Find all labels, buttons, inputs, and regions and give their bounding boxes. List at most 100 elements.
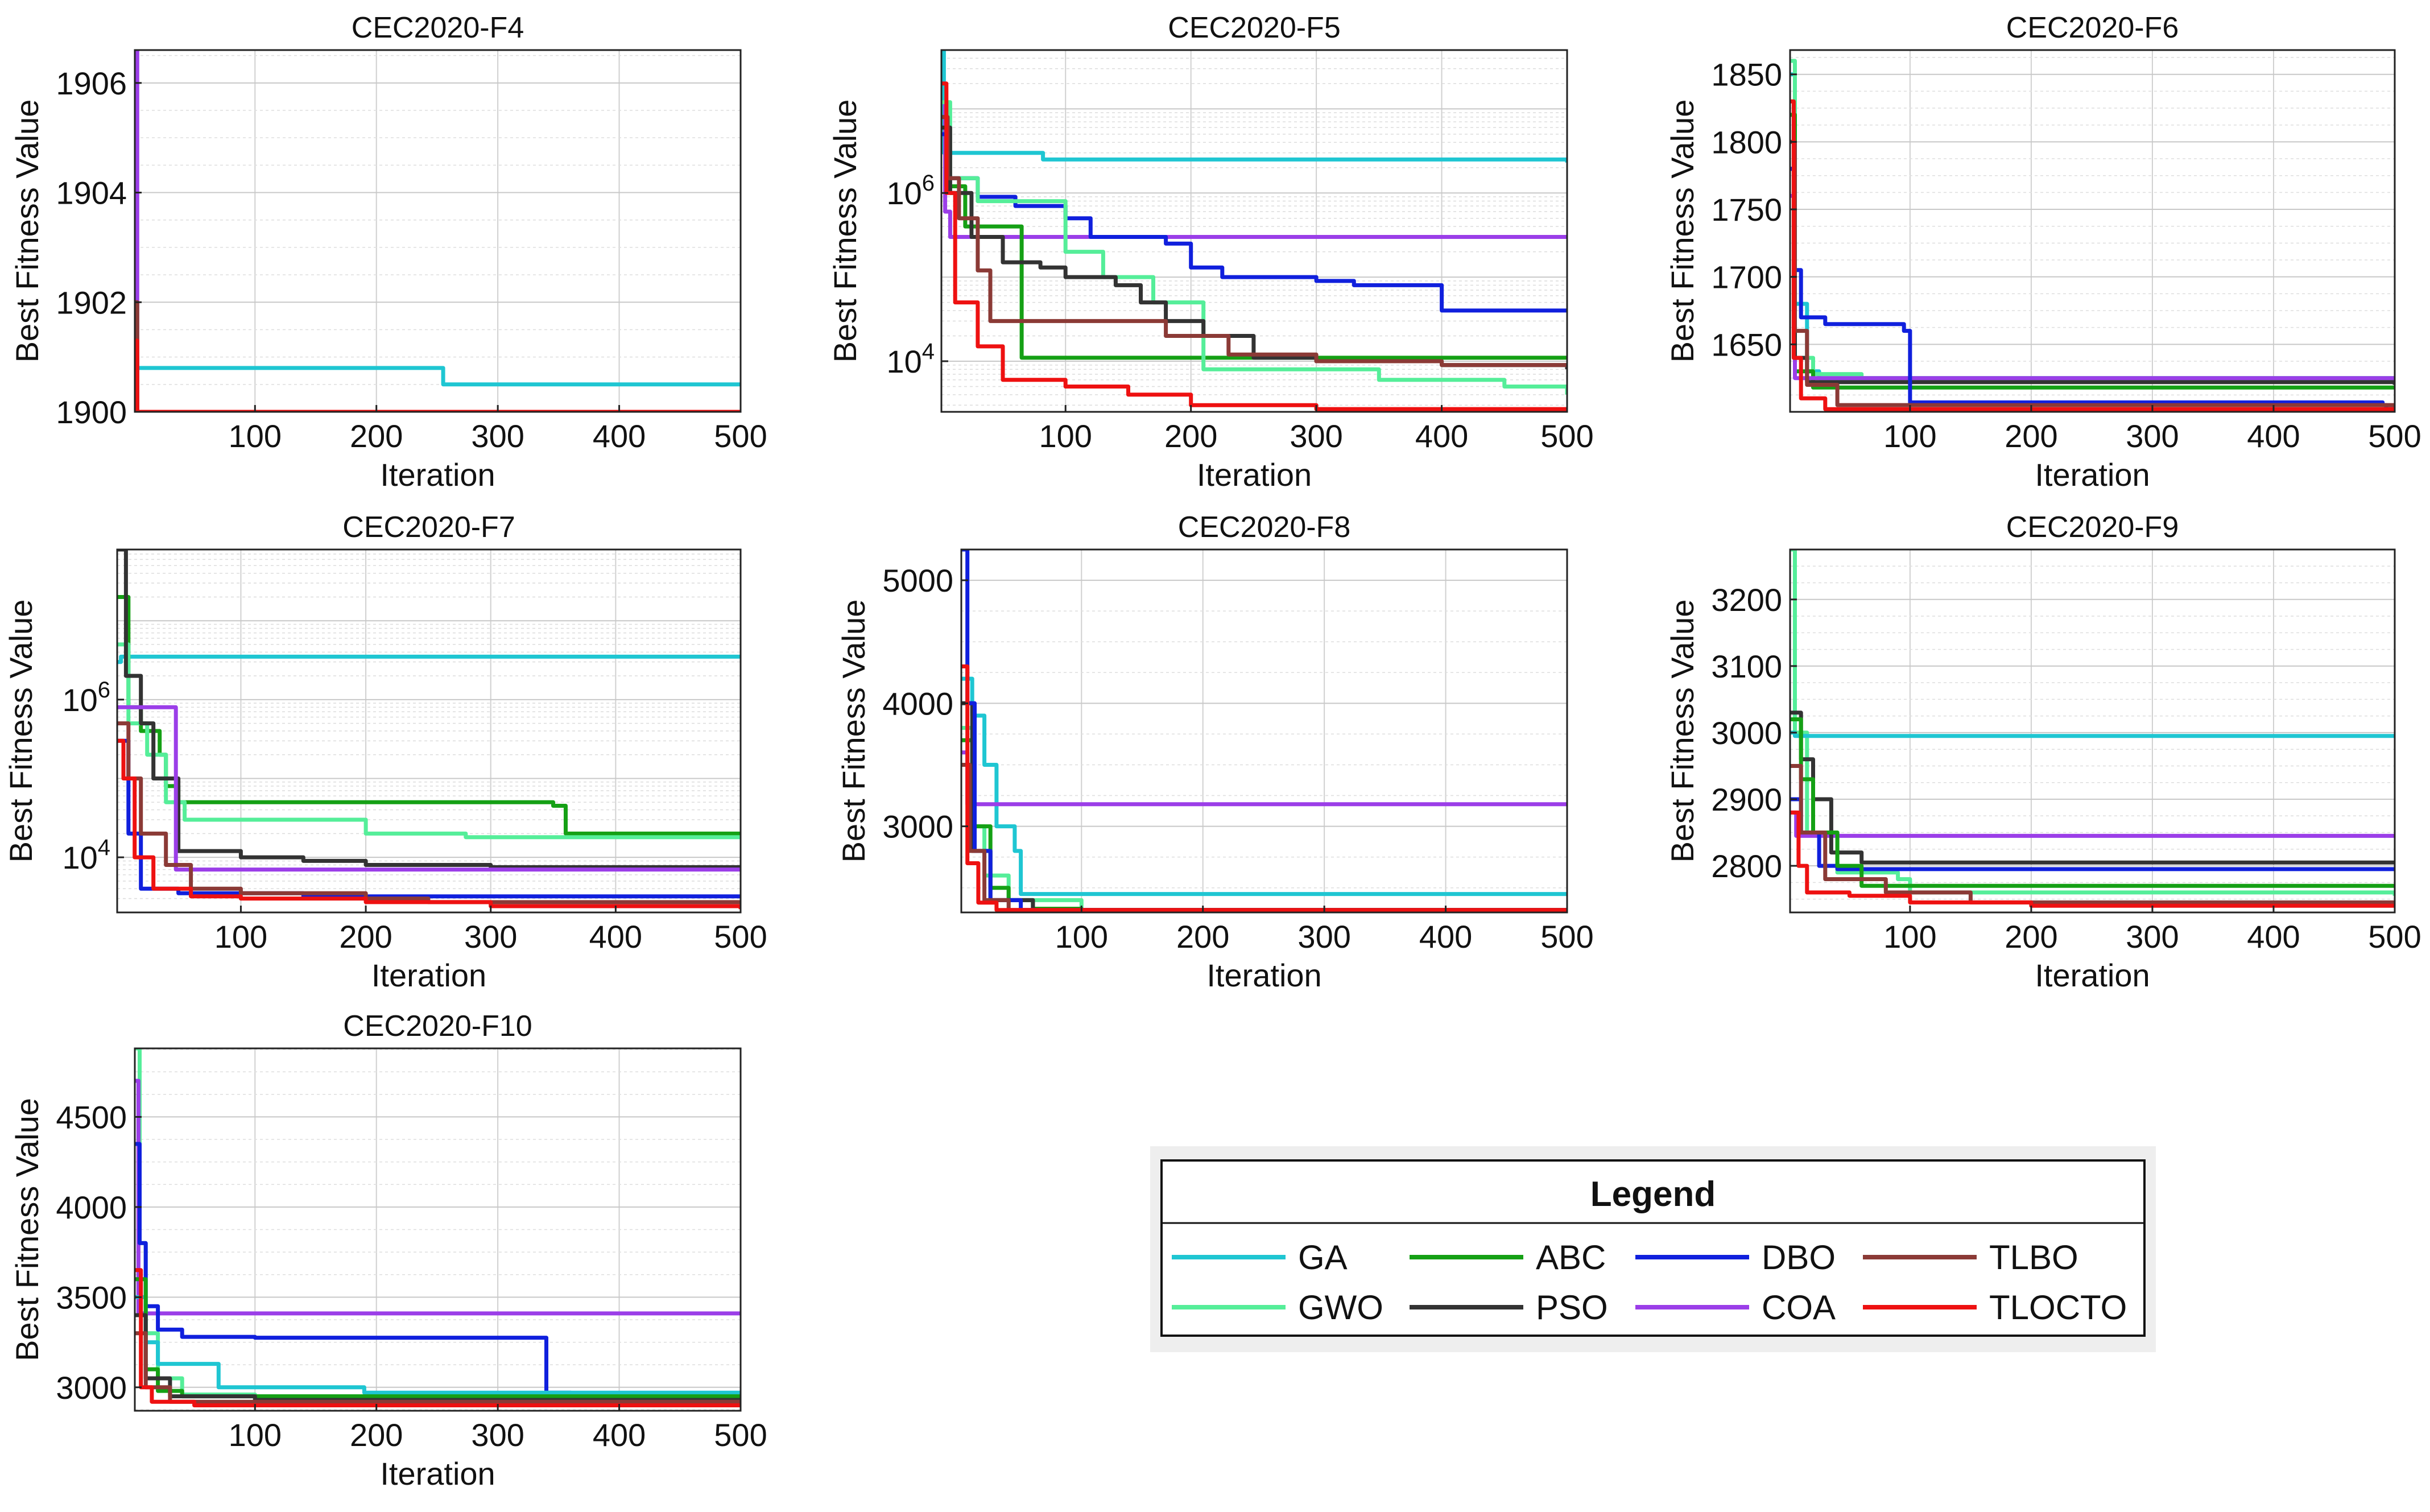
series-group bbox=[135, 1048, 741, 1407]
chart-panel-cec2020-f8: 100 200 300 400 500 3000 4000 5000 CEC2020-F8 Ite… bbox=[836, 511, 1594, 993]
axis-box bbox=[134, 1047, 742, 1412]
chart-title: CEC2020-F10 bbox=[343, 1010, 532, 1043]
axis-box bbox=[134, 49, 742, 413]
chart-title: CEC2020-F7 bbox=[342, 511, 515, 544]
x-tick-label: 500 bbox=[714, 1417, 767, 1453]
x-tick-label: 500 bbox=[2368, 418, 2421, 454]
x-tick-label: 500 bbox=[2368, 919, 2421, 955]
x-axis-label: Iteration bbox=[380, 1456, 495, 1492]
x-tick-label: 400 bbox=[593, 1417, 646, 1453]
y-tick-label: 1750 bbox=[1711, 192, 1782, 228]
legend-label: DBO bbox=[1762, 1238, 1836, 1276]
x-tick-label: 300 bbox=[471, 1417, 524, 1453]
x-tick-label: 100 bbox=[229, 1417, 282, 1453]
x-tick-label: 100 bbox=[214, 919, 267, 955]
y-tick-label: 4000 bbox=[56, 1189, 127, 1225]
series-line-tlocto bbox=[961, 664, 1567, 912]
y-axis-label: Best Fitness Value bbox=[9, 1098, 45, 1361]
legend-label: GWO bbox=[1298, 1288, 1383, 1327]
x-tick-label: 300 bbox=[464, 919, 517, 955]
series-group bbox=[961, 550, 1567, 912]
grid bbox=[1790, 549, 2395, 912]
x-tick-label: 400 bbox=[2247, 919, 2300, 955]
series-line-ga bbox=[941, 50, 1567, 163]
chart-panel-cec2020-f9: 100 200 300 400 500 2800 2900 3000 3100 3200 CEC20… bbox=[1664, 511, 2421, 993]
legend-item-tlbo: TLBO bbox=[1863, 1238, 2078, 1276]
legend-label: TLOCTO bbox=[1989, 1288, 2127, 1327]
x-axis-label: Iteration bbox=[1197, 457, 1312, 493]
x-tick-label: 300 bbox=[2126, 418, 2179, 454]
y-tick-label: 3500 bbox=[56, 1279, 127, 1315]
series-group bbox=[1790, 59, 2395, 411]
y-tick-label: 1900 bbox=[56, 394, 127, 430]
chart-title: CEC2020-F4 bbox=[352, 11, 524, 44]
x-axis-label: Iteration bbox=[371, 957, 486, 993]
y-tick-label: 3000 bbox=[56, 1370, 127, 1406]
series-line-tlbo bbox=[941, 115, 1567, 367]
y-tick-label: 104 bbox=[62, 835, 110, 875]
x-tick-label: 400 bbox=[589, 919, 642, 955]
y-tick-label: 5000 bbox=[882, 563, 953, 598]
y-tick-label: 1906 bbox=[56, 65, 127, 101]
chart-title: CEC2020-F6 bbox=[2006, 11, 2179, 44]
plot-area bbox=[135, 50, 741, 412]
grid bbox=[135, 1048, 741, 1411]
x-tick-label: 100 bbox=[1055, 919, 1108, 955]
x-tick-label: 300 bbox=[471, 418, 524, 454]
x-tick-label: 200 bbox=[350, 418, 403, 454]
y-tick-label: 4500 bbox=[56, 1099, 127, 1135]
chart-panel-cec2020-f5: 100 200 300 400 500 104 106 CEC2020-F5 Iteration… bbox=[827, 11, 1594, 493]
series-line-pso bbox=[117, 550, 741, 870]
series-line-gwo bbox=[941, 100, 1567, 395]
series-group bbox=[941, 50, 1567, 411]
chart-panel-cec2020-f7: 100 200 300 400 500 104 106 CEC2020-F7 Iteration… bbox=[3, 511, 767, 993]
x-tick-label: 400 bbox=[1419, 919, 1472, 955]
x-tick-label: 500 bbox=[714, 418, 767, 454]
x-tick-label: 200 bbox=[2005, 418, 2057, 454]
legend-item-dbo: DBO bbox=[1635, 1238, 1836, 1276]
series-group bbox=[117, 550, 741, 910]
legend-item-pso: PSO bbox=[1410, 1288, 1608, 1327]
y-tick-label: 1700 bbox=[1711, 259, 1782, 295]
y-tick-label: 1650 bbox=[1711, 327, 1782, 362]
x-tick-label: 500 bbox=[1540, 919, 1593, 955]
series-line-gwo bbox=[117, 642, 741, 840]
x-tick-label: 200 bbox=[1176, 919, 1229, 955]
y-axis-label: Best Fitness Value bbox=[9, 100, 45, 363]
series-line-tlbo bbox=[135, 1331, 741, 1404]
chart-panel-cec2020-f6: 100 200 300 400 500 1650 1700 1750 1800 1850 CEC20… bbox=[1664, 11, 2421, 493]
legend-item-coa: COA bbox=[1635, 1288, 1836, 1327]
y-axis-label: Best Fitness Value bbox=[827, 100, 863, 363]
x-axis-label: Iteration bbox=[2035, 457, 2150, 493]
x-tick-label: 500 bbox=[714, 919, 767, 955]
y-axis-label: Best Fitness Value bbox=[1664, 600, 1700, 863]
y-tick-label: 104 bbox=[886, 339, 935, 379]
y-tick-label: 1902 bbox=[56, 284, 127, 320]
plot-area bbox=[1790, 50, 2395, 412]
legend-label: GA bbox=[1298, 1238, 1348, 1276]
y-axis-label: Best Fitness Value bbox=[836, 600, 871, 863]
x-tick-label: 400 bbox=[593, 418, 646, 454]
legend-label: COA bbox=[1762, 1288, 1836, 1327]
chart-title: CEC2020-F8 bbox=[1178, 511, 1350, 544]
x-tick-label: 200 bbox=[1164, 418, 1217, 454]
axis-box bbox=[1789, 548, 2396, 914]
y-tick-label: 106 bbox=[62, 677, 110, 718]
plot-area bbox=[961, 550, 1567, 912]
y-axis-label: Best Fitness Value bbox=[1664, 100, 1700, 363]
series-line-tlocto bbox=[135, 338, 741, 412]
y-tick-label: 106 bbox=[886, 171, 935, 211]
grid bbox=[961, 549, 1568, 912]
series-line-coa bbox=[117, 705, 741, 872]
y-tick-label: 3000 bbox=[882, 809, 953, 845]
x-tick-label: 500 bbox=[1540, 418, 1593, 454]
x-tick-label: 400 bbox=[2247, 418, 2300, 454]
series-line-tlocto bbox=[117, 738, 741, 910]
series-line-gwo bbox=[1790, 550, 2395, 896]
legend-item-tlocto: TLOCTO bbox=[1863, 1288, 2127, 1327]
x-tick-label: 100 bbox=[1039, 418, 1092, 454]
y-tick-label: 2900 bbox=[1711, 782, 1782, 817]
x-tick-label: 300 bbox=[2126, 919, 2179, 955]
y-tick-label: 2800 bbox=[1711, 848, 1782, 884]
x-tick-label: 300 bbox=[1290, 418, 1342, 454]
